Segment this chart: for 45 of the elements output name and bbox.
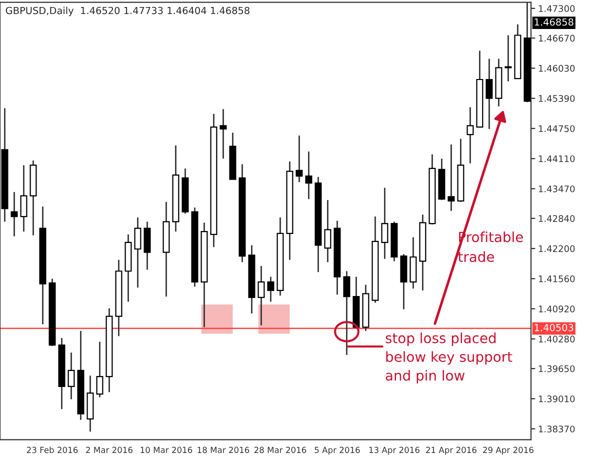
x-tick-label: 29 Apr 2016 (483, 446, 534, 455)
candlestick (448, 144, 455, 212)
chart-title: GBPUSD,Daily 1.46520 1.47733 1.46404 1.46858 (6, 6, 250, 16)
x-tick-label: 13 Apr 2016 (369, 446, 420, 455)
y-tick-label: 1.41560 (538, 275, 575, 282)
x-tick-label: 2 Mar 2016 (86, 446, 132, 454)
candlestick (258, 265, 265, 326)
annotation: stop loss placed below key support and pin low (386, 332, 512, 384)
y-tick-label: 1.46670 (538, 34, 575, 42)
y-tick-label: 1.44110 (538, 155, 575, 162)
text: 1.46858 (534, 18, 574, 26)
candlestick (220, 108, 227, 160)
y-tick-label: 1.44750 (538, 125, 575, 132)
x-tick-label: 21 Apr 2016 (426, 446, 476, 455)
candlestick (20, 164, 28, 232)
x-tick-label: 23 Feb 2016 (26, 446, 78, 454)
x-tick-label: 28 Mar 2016 (254, 446, 306, 454)
y-tick-label: 1.46030 (538, 64, 575, 72)
y-tick-label: 1.40920 (538, 306, 575, 312)
candlestick (134, 216, 142, 288)
y-tick-label: 1.43470 (538, 185, 575, 192)
y-tick-label: 1.47300 (538, 5, 575, 12)
candlestick (305, 150, 312, 200)
candlestick (68, 352, 75, 400)
x-tick-label: 5 Apr 2016 (314, 446, 360, 455)
y-tick-label: 1.39650 (538, 365, 575, 372)
candlestick (10, 191, 18, 237)
y-tick-label: 1.39010 (538, 395, 575, 402)
ref-line-label: 1.40503 (534, 324, 574, 332)
y-tick-label: 1.45390 (538, 95, 575, 102)
candlestick (324, 199, 332, 263)
candlestick (486, 58, 493, 130)
candlestick (466, 106, 474, 164)
y-tick-label: 1.42200 (538, 245, 575, 252)
candlestick (267, 276, 274, 302)
candlestick (296, 134, 303, 183)
x-tick-label: 18 Mar 2016 (198, 446, 250, 454)
candlestick (343, 270, 350, 356)
y-tick-label: 1.38370 (538, 426, 575, 432)
y-tick-label: 1.40280 (538, 336, 575, 342)
x-tick-label: 10 Mar 2016 (140, 446, 192, 454)
candlestick (96, 341, 104, 398)
y-tick-label: 1.42840 (538, 215, 575, 222)
candlestick (381, 187, 388, 260)
candlestick (504, 34, 512, 82)
